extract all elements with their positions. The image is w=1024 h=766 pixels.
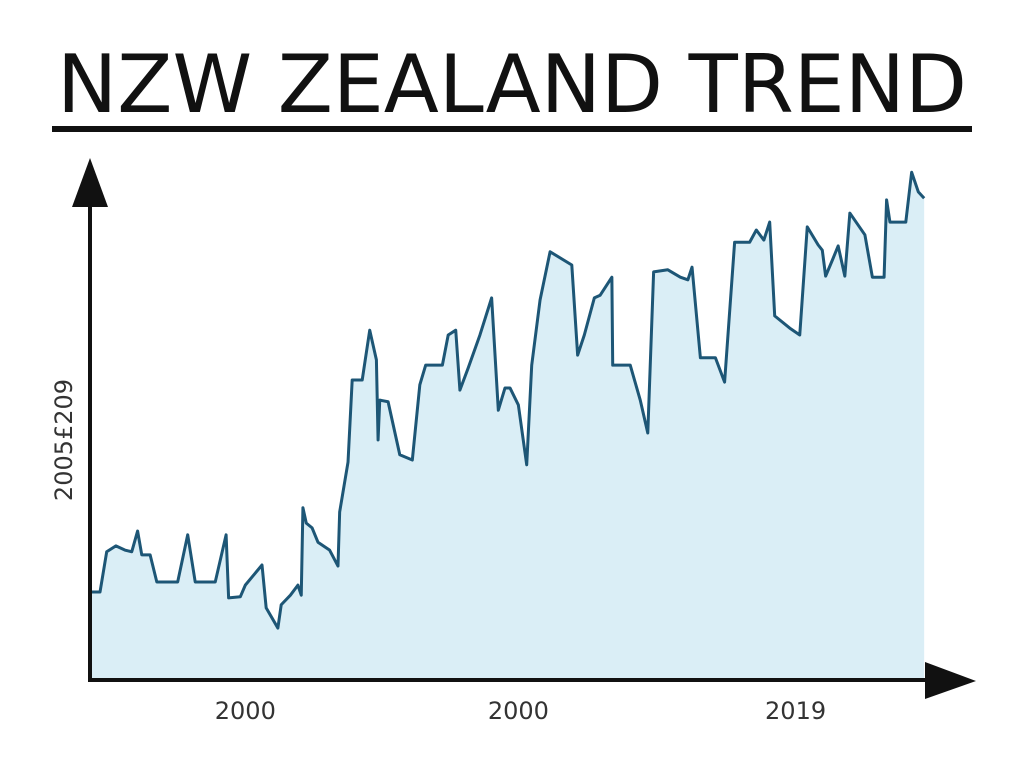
chart-title: NZW ZEALAND TREND: [57, 38, 967, 131]
area-fill: [90, 172, 925, 680]
data-line: [90, 170, 926, 630]
x-axis-arrow: [925, 662, 976, 699]
plot-area: [90, 170, 926, 680]
x-tick-label: 2000: [215, 697, 276, 725]
x-tick-label: 2019: [765, 697, 826, 725]
y-axis-arrow: [72, 158, 108, 207]
x-tick-label: 2000: [488, 697, 549, 725]
y-axis-label: 2005£209: [50, 379, 78, 501]
